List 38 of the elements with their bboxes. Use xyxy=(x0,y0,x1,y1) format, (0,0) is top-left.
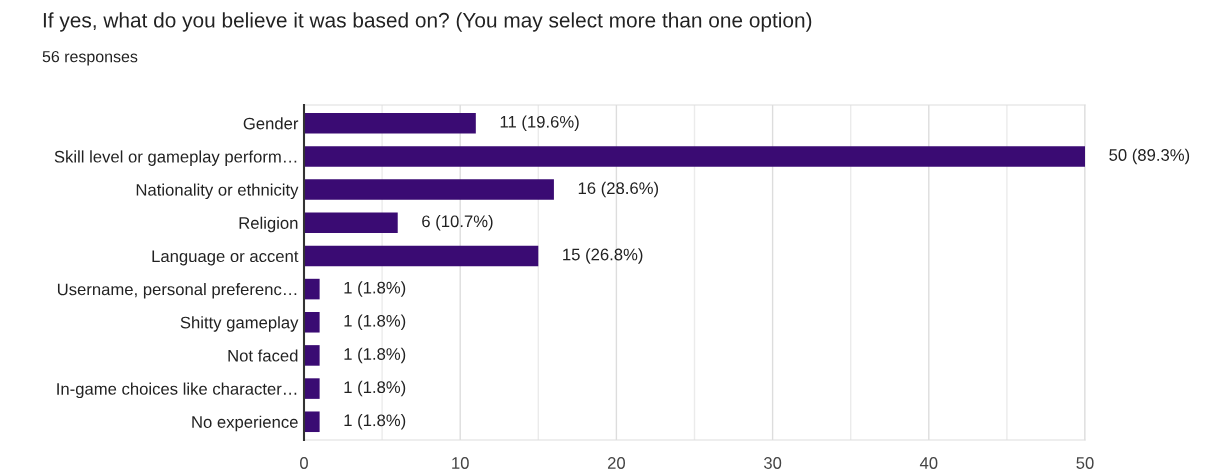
bar xyxy=(304,411,320,433)
y-tick-label: Language or accent xyxy=(152,250,299,266)
bar xyxy=(304,345,320,366)
bar xyxy=(304,112,476,134)
data-label: 1 (1.8%) xyxy=(344,347,406,364)
x-tick-label: 10 xyxy=(452,457,469,469)
data-label: 1 (1.8%) xyxy=(344,380,406,397)
x-tick-label: 50 xyxy=(1076,457,1094,469)
data-label: 1 (1.8%) xyxy=(344,314,406,331)
bar xyxy=(304,212,398,234)
bar xyxy=(304,146,1085,167)
x-tick-label: 20 xyxy=(607,457,626,469)
bar xyxy=(304,179,554,200)
x-tick-label: 0 xyxy=(300,457,308,469)
y-tick-label: Shitty gameplay xyxy=(180,316,299,332)
chart-title: If yes, what do you believe it was based on? (You may select more than one option) xyxy=(43,12,812,32)
y-tick-label: Skill level or gameplay perform… xyxy=(54,150,297,166)
x-tick-label: 30 xyxy=(763,457,782,469)
y-tick-label: Gender xyxy=(243,117,299,130)
y-tick-label: Not faced xyxy=(228,349,298,362)
data-label: 6 (10.7%) xyxy=(422,214,493,231)
data-label: 1 (1.8%) xyxy=(344,413,406,430)
bar xyxy=(304,278,320,300)
data-label: 15 (26.8%) xyxy=(563,248,643,264)
bar xyxy=(304,311,320,333)
x-tick-label: 40 xyxy=(919,457,938,469)
y-tick-label: Username, personal preferenc… xyxy=(57,283,297,299)
bar xyxy=(304,378,320,399)
data-label: 16 (28.6%) xyxy=(578,181,659,198)
y-tick-label: In-game choices like character… xyxy=(57,382,297,399)
y-tick-label: Religion xyxy=(239,216,298,233)
data-label: 1 (1.8%) xyxy=(344,281,406,297)
data-label: 11 (19.6%) xyxy=(500,115,579,131)
data-label: 50 (89.3%) xyxy=(1109,148,1190,165)
text: 56 responses xyxy=(42,50,138,66)
y-tick-label: Nationality or ethnicity xyxy=(136,183,299,200)
y-tick-label: No experience xyxy=(192,415,298,432)
bar xyxy=(304,245,539,267)
